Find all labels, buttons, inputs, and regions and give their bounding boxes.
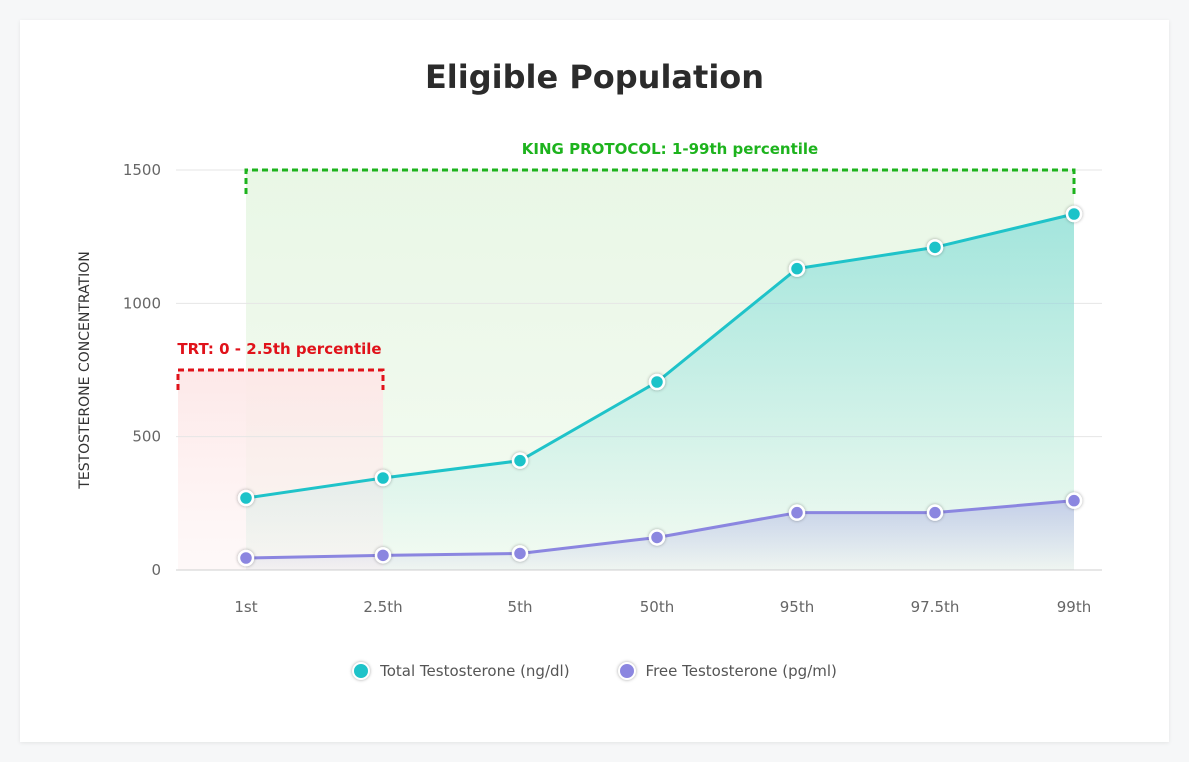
x-tick-label: 95th: [780, 598, 814, 616]
y-axis-label: TESTOSTERONE CONCENTRATION: [77, 251, 93, 489]
legend: Total Testosterone (ng/dl) Free Testoste…: [0, 662, 1189, 680]
y-tick-label: 1500: [123, 161, 161, 179]
trt-bracket: [176, 368, 385, 390]
king-protocol-bracket: [244, 168, 1076, 194]
data-point-total[interactable]: [511, 452, 529, 469]
data-point-total[interactable]: [648, 373, 666, 391]
y-tick-label: 0: [151, 561, 161, 579]
area-free: [246, 500, 1074, 570]
data-point-free[interactable]: [511, 545, 529, 562]
data-point-free[interactable]: [926, 504, 944, 521]
x-tick-label: 50th: [640, 598, 674, 616]
data-point-free[interactable]: [374, 547, 392, 564]
trt-label: TRT: 0 - 2.5th percentile: [177, 340, 381, 358]
king-protocol-label: KING PROTOCOL: 1-99th percentile: [522, 140, 818, 158]
data-point-total[interactable]: [1065, 205, 1083, 223]
data-point-total[interactable]: [926, 239, 944, 256]
x-tick-label: 97.5th: [911, 598, 960, 616]
data-point-total[interactable]: [374, 469, 392, 487]
x-tick-label: 99th: [1057, 598, 1091, 616]
x-tick-label: 2.5th: [363, 598, 402, 616]
data-point-free[interactable]: [788, 504, 806, 521]
data-point-total[interactable]: [788, 260, 806, 277]
data-point-total[interactable]: [237, 489, 255, 507]
area-total: [246, 214, 1074, 570]
legend-label-total: Total Testosterone (ng/dl): [380, 662, 570, 680]
y-tick-label: 1000: [123, 294, 161, 312]
data-point-free[interactable]: [237, 549, 255, 567]
x-tick-label: 1st: [234, 598, 257, 616]
chart-title: Eligible Population: [424, 58, 765, 96]
x-tick-label: 5th: [508, 598, 533, 616]
legend-item-free[interactable]: Free Testosterone (pg/ml): [617, 662, 837, 680]
legend-label-free: Free Testosterone (pg/ml): [645, 662, 837, 680]
legend-item-total[interactable]: Total Testosterone (ng/dl): [352, 662, 570, 680]
data-point-free[interactable]: [648, 529, 666, 546]
legend-dot-total-icon: [352, 662, 371, 680]
data-point-free[interactable]: [1065, 492, 1083, 509]
y-tick-label: 500: [132, 428, 161, 446]
legend-dot-free-icon: [617, 662, 636, 680]
